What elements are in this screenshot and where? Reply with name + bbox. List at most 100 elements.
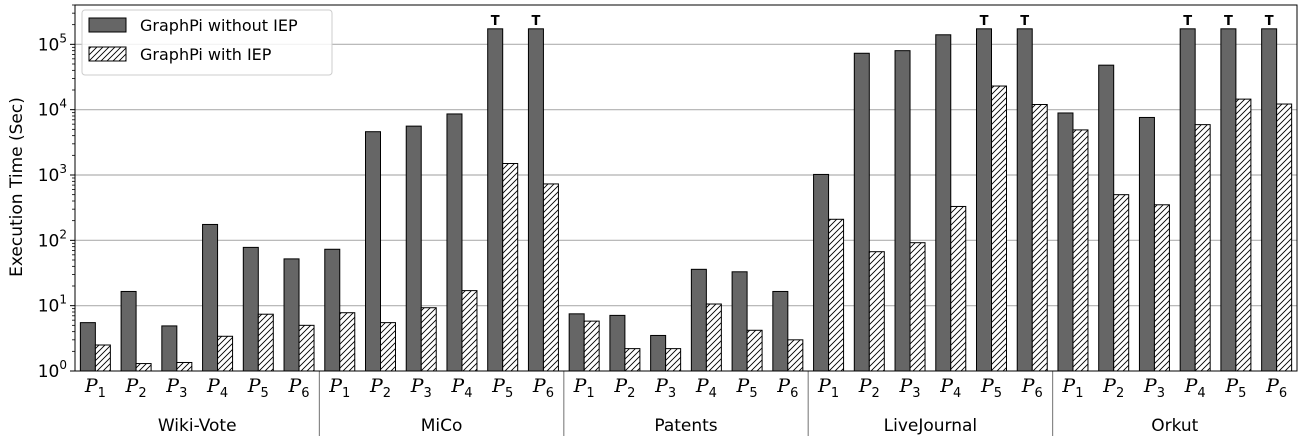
bar-without-iep [1138,116,1155,372]
bar-without-iep [813,173,830,372]
timeout-marker: T [1224,14,1233,29]
bar-with-iep [339,312,356,372]
x-tick-label: P4 [939,375,961,401]
timeout-marker: T [1265,14,1274,29]
x-tick-label: P4 [695,375,717,401]
x-tick-label: P1 [328,375,350,401]
group-label: Orkut [1151,416,1198,436]
x-tick-label: P3 [1143,375,1165,401]
x-tick-label: P2 [613,375,635,401]
group-label: Patents [654,416,717,436]
x-tick-label: P5 [1224,375,1246,401]
bar-with-iep [1072,129,1089,372]
legend-label: GraphPi with IEP [140,45,272,64]
bar-without-iep [1179,28,1196,372]
x-tick-label: P3 [410,375,432,401]
group-label: LiveJournal [884,416,978,436]
bar-with-iep [176,361,193,372]
bar-without-iep [324,248,341,372]
y-axis-title: Execution Time (Sec) [7,97,27,277]
bar-with-iep [542,183,559,372]
group-label: Wiki-Vote [158,416,237,436]
x-tick-label: P1 [1061,375,1083,401]
group-label: MiCo [421,416,463,436]
bar-without-iep [242,246,259,372]
x-tick-label: P3 [898,375,920,401]
x-tick-label: P3 [654,375,676,401]
x-tick-label: P6 [1021,375,1043,401]
bar-without-iep [1220,28,1237,372]
bar-with-iep [665,348,682,372]
bar-without-iep [690,268,707,372]
bar-with-iep [950,205,967,372]
bar-without-iep [1098,64,1115,372]
timeout-marker: T [1020,14,1029,29]
x-tick-label: P6 [287,375,309,401]
bar-without-iep [1261,28,1278,372]
bar-with-iep [583,320,600,372]
bar-without-iep [161,325,178,372]
bar-with-iep [705,303,722,372]
legend: GraphPi without IEP GraphPi with IEP [81,9,333,76]
x-tick-label: P5 [980,375,1002,401]
bar-without-iep [79,322,96,372]
bar-without-iep [487,28,504,372]
bar-with-iep [135,363,152,372]
plot-frame [74,4,1298,372]
x-tick-label: P6 [532,375,554,401]
bar-with-iep [1235,98,1252,372]
x-tick-label: P2 [125,375,147,401]
bar-without-iep [853,52,870,372]
timeout-marker: T [1183,14,1192,29]
legend-swatch [88,46,127,62]
bar-without-iep [772,290,789,372]
bar-with-iep [1031,103,1048,372]
x-tick-label: P6 [1265,375,1287,401]
legend-label: GraphPi without IEP [140,16,298,35]
y-tick-label: 102 [38,227,67,251]
timeout-marker: T [980,14,989,29]
bar-with-iep [502,162,519,372]
bar-with-iep [217,335,234,372]
bar-with-iep [1153,204,1170,372]
bar-with-iep [257,313,274,372]
bar-with-iep [461,290,478,372]
legend-box [81,9,333,76]
legend-swatch [88,17,127,33]
bar-without-iep [609,314,626,372]
bar-without-iep [283,258,300,372]
axes: 100 101 102 103 104 105 P1 P2 P3 P4 P5 P6 Wiki-Vote P… [38,4,1298,436]
bar-without-iep [650,334,667,372]
timeout-marker: T [491,14,500,29]
x-tick-label: P4 [1184,375,1206,401]
bar-without-iep [120,290,137,372]
y-tick-label: 100 [38,358,67,382]
x-tick-label: P4 [206,375,228,401]
y-tick-label: 104 [38,97,67,121]
y-tick-label: 101 [38,293,67,317]
bar-with-iep [828,218,845,372]
x-tick-label: P2 [1102,375,1124,401]
bar-with-iep [787,339,804,372]
bar-with-iep [624,348,641,372]
x-tick-label: P2 [858,375,880,401]
bar-without-iep [527,28,544,372]
timeout-marker: T [531,14,540,29]
bar-without-iep [894,50,911,372]
bar-with-iep [380,322,396,372]
bar-with-iep [868,251,885,372]
x-tick-label: P5 [247,375,269,401]
bar-with-iep [298,324,315,372]
bar-with-iep [1113,194,1130,372]
bar-without-iep [1016,28,1033,372]
bar-with-iep [1276,103,1293,372]
x-tick-label: P5 [736,375,758,401]
bar-without-iep [1057,112,1074,372]
bar-with-iep [991,85,1007,372]
bar-without-iep [365,131,381,372]
bar-without-iep [976,28,992,372]
x-tick-label: P1 [84,375,106,401]
bar-without-iep [446,113,463,372]
x-tick-label: P4 [450,375,472,401]
